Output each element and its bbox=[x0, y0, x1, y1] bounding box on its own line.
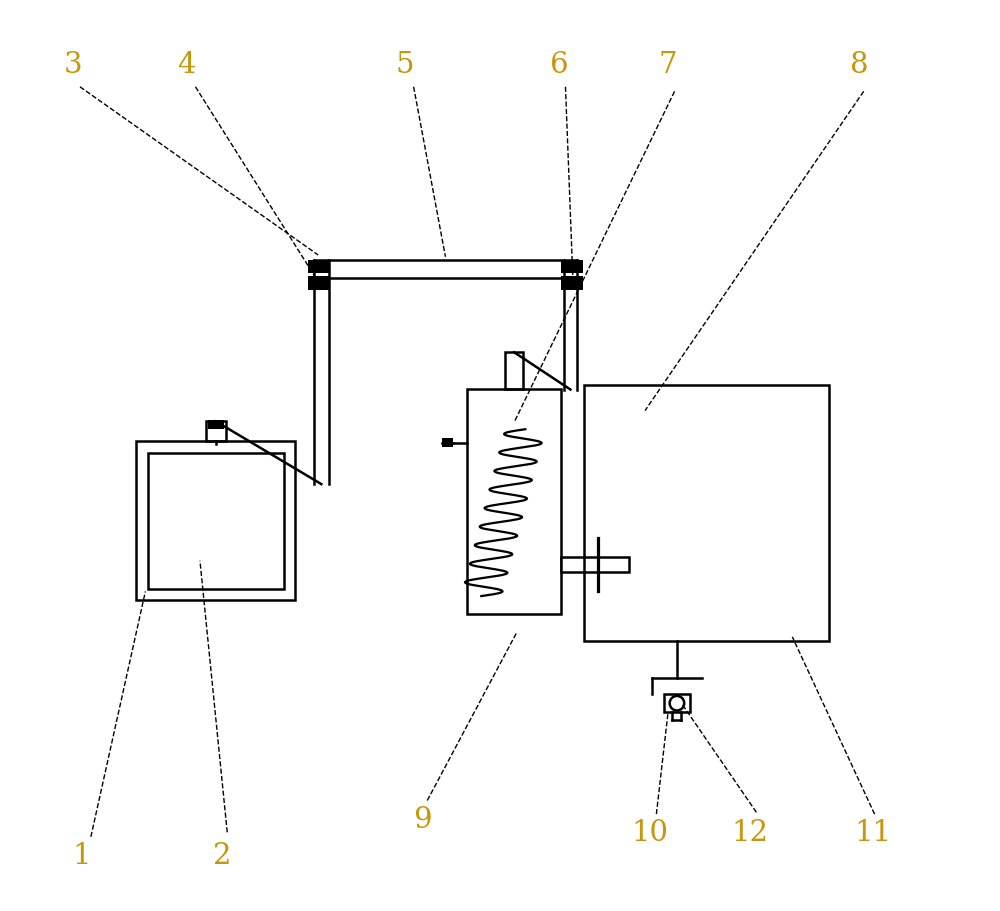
Text: 6: 6 bbox=[550, 51, 568, 79]
Text: 1: 1 bbox=[73, 841, 91, 869]
Text: 2: 2 bbox=[213, 841, 232, 869]
Text: 3: 3 bbox=[63, 51, 82, 79]
Text: 5: 5 bbox=[395, 51, 414, 79]
Text: 12: 12 bbox=[732, 818, 769, 846]
Bar bbox=[308, 277, 330, 291]
Bar bbox=[136, 442, 295, 601]
Bar bbox=[308, 261, 330, 274]
Bar bbox=[561, 558, 629, 572]
Text: 7: 7 bbox=[659, 51, 678, 79]
Text: 9: 9 bbox=[413, 804, 432, 833]
Bar bbox=[442, 439, 453, 448]
Text: 8: 8 bbox=[850, 51, 868, 79]
Bar bbox=[561, 277, 583, 291]
Text: 10: 10 bbox=[632, 818, 669, 846]
Bar bbox=[206, 422, 226, 442]
Bar bbox=[208, 420, 224, 429]
Bar bbox=[584, 385, 829, 641]
Bar bbox=[505, 353, 523, 389]
Bar bbox=[664, 694, 690, 712]
Text: 4: 4 bbox=[177, 51, 196, 79]
Bar bbox=[561, 261, 583, 274]
Bar bbox=[148, 454, 284, 589]
Text: 11: 11 bbox=[854, 818, 891, 846]
Bar bbox=[467, 389, 561, 614]
